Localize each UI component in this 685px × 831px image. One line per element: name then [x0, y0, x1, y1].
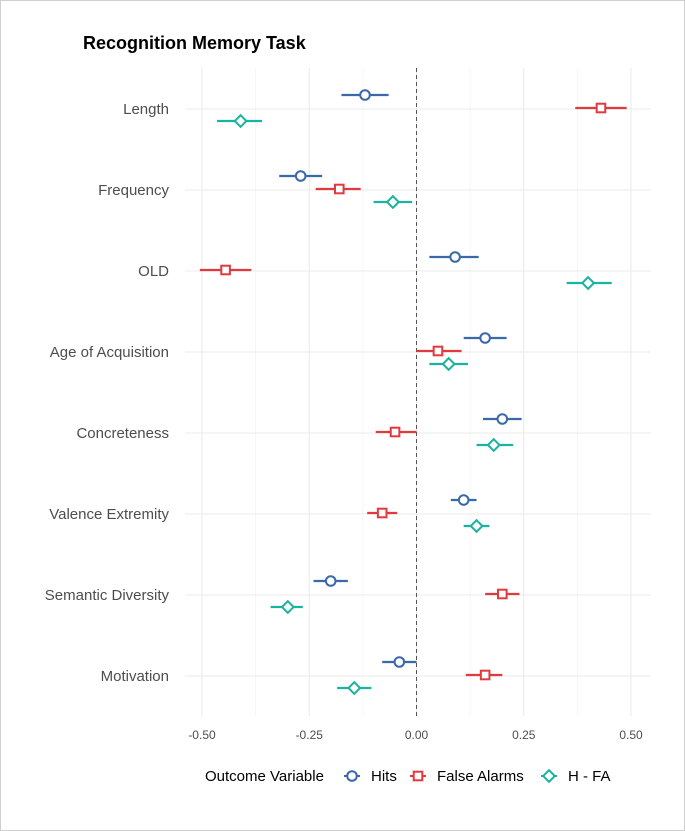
- legend: Outcome Variable Hits False Alarms H - FA: [205, 768, 611, 785]
- legend-key-marker: [346, 770, 358, 782]
- x-tick-label: 0.25: [512, 728, 536, 742]
- point-estimate: [496, 413, 509, 425]
- point-estimate: [220, 264, 231, 276]
- point-estimate: [389, 426, 401, 438]
- x-tick-label: 0.00: [405, 728, 429, 742]
- point-estimate: [280, 599, 296, 615]
- x-tick-label: -0.25: [296, 728, 324, 742]
- y-tick-label: OLD: [138, 263, 169, 280]
- point-estimate: [449, 251, 461, 263]
- legend-entry: H - FA: [541, 768, 611, 785]
- legend-entry: Hits: [344, 768, 397, 785]
- legend-key-marker: [412, 770, 424, 782]
- point-estimate: [479, 332, 491, 344]
- y-tick-label: Valence Extremity: [49, 506, 169, 523]
- y-tick-label: Concreteness: [76, 425, 169, 442]
- y-tick-label: Motivation: [101, 668, 169, 685]
- point-estimate: [486, 437, 501, 453]
- grid: [185, 68, 651, 716]
- point-estimate: [457, 494, 470, 506]
- point-estimate: [432, 345, 444, 357]
- point-estimate: [469, 518, 484, 534]
- series-hits: [279, 89, 522, 668]
- series-h-fa: [217, 113, 612, 696]
- y-tick-label: Frequency: [98, 182, 169, 199]
- point-estimate: [479, 669, 491, 681]
- legend-title: Outcome Variable: [205, 768, 324, 785]
- chart-title: Recognition Memory Task: [83, 33, 307, 53]
- y-tick-label: Age of Acquisition: [50, 344, 169, 361]
- point-estimate: [393, 656, 406, 668]
- legend-label: False Alarms: [437, 768, 524, 785]
- point-estimate: [595, 102, 607, 114]
- point-estimate: [580, 275, 596, 291]
- x-tick-label: 0.50: [619, 728, 643, 742]
- point-estimate: [497, 588, 508, 600]
- point-estimate: [333, 183, 345, 195]
- plot-marks: [199, 89, 627, 696]
- series-false-alarms: [199, 102, 627, 681]
- y-tick-label: Length: [123, 101, 169, 118]
- point-estimate: [441, 356, 456, 372]
- y-tick-label: Semantic Diversity: [45, 587, 170, 604]
- point-estimate: [359, 89, 371, 101]
- y-axis-labels: Length Frequency OLD Age of Acquisition Conc…: [45, 101, 170, 685]
- point-estimate: [233, 113, 248, 129]
- legend-entries: Hits False Alarms H - FA: [344, 768, 611, 785]
- point-estimate: [376, 507, 388, 519]
- point-estimate: [347, 680, 362, 696]
- legend-key-marker: [541, 768, 557, 784]
- point-estimate: [294, 170, 307, 182]
- x-tick-label: -0.50: [188, 728, 216, 742]
- point-estimate: [324, 575, 337, 587]
- x-axis-tick-labels: -0.50 -0.25 0.00 0.25 0.50: [188, 728, 643, 742]
- legend-label: H - FA: [568, 768, 611, 785]
- legend-entry: False Alarms: [410, 768, 524, 785]
- point-estimate: [385, 194, 401, 210]
- legend-label: Hits: [371, 768, 397, 785]
